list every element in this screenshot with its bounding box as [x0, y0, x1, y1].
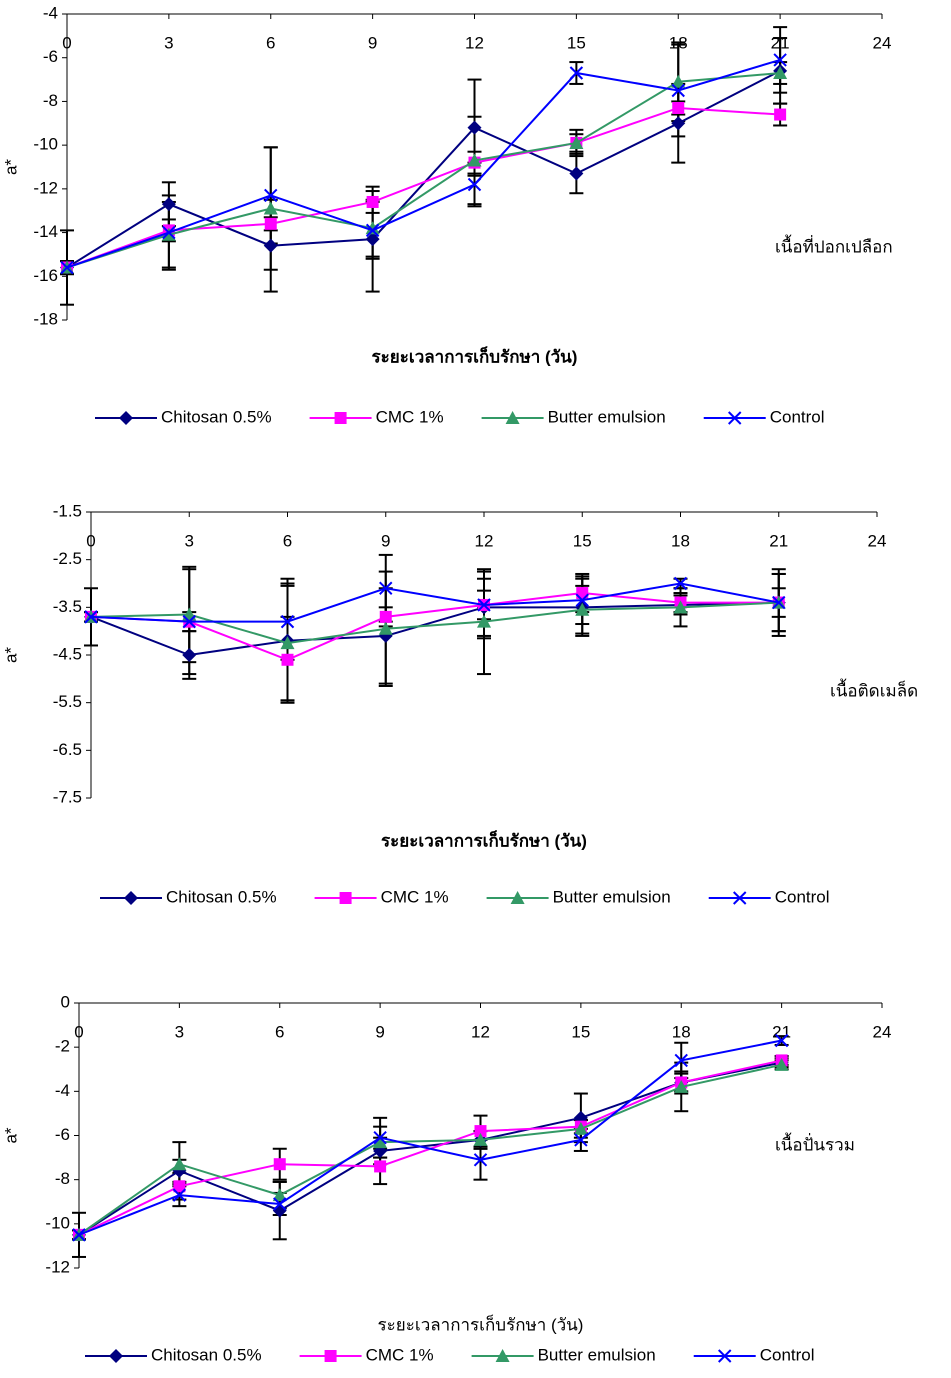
y-axis-label: a* — [1, 647, 20, 663]
legend-label: Chitosan 0.5% — [166, 887, 277, 906]
y-tick-label: -5.5 — [53, 692, 82, 711]
y-tick-label: -2.5 — [53, 549, 82, 568]
x-axis-label: ระยะเวลาการเก็บรักษา (วัน) — [378, 1313, 584, 1334]
data-point — [569, 167, 583, 181]
y-tick-label: -3.5 — [53, 597, 82, 616]
data-point — [282, 654, 294, 666]
y-tick-label: -16 — [33, 266, 58, 285]
data-point — [671, 116, 685, 130]
x-tick-label: 18 — [672, 1022, 691, 1041]
y-tick-label: -6 — [55, 1125, 70, 1144]
annotation: เนื้อติดเมล็ด — [830, 678, 918, 700]
legend-marker — [109, 1349, 123, 1363]
y-tick-label: -10 — [33, 135, 58, 154]
x-tick-label: 6 — [283, 531, 292, 550]
y-tick-label: -6.5 — [53, 740, 82, 759]
page: -18-16-14-12-10-8-6-403691215182124a*ระย… — [0, 0, 951, 1378]
x-tick-label: 3 — [175, 1022, 184, 1041]
legend-label: Chitosan 0.5% — [161, 407, 272, 426]
x-tick-label: 9 — [381, 531, 390, 550]
legend-label: Butter emulsion — [553, 887, 671, 906]
legend-marker — [340, 892, 352, 904]
y-tick-label: -4 — [43, 3, 58, 22]
x-tick-label: 9 — [375, 1022, 384, 1041]
legend-label: Butter emulsion — [538, 1345, 656, 1364]
data-point — [374, 1160, 386, 1172]
legend-label: Control — [775, 887, 830, 906]
x-tick-label: 3 — [164, 33, 173, 52]
data-point — [774, 109, 786, 121]
y-tick-label: -14 — [33, 222, 58, 241]
x-tick-label: 15 — [567, 33, 586, 52]
data-point — [264, 202, 278, 215]
x-tick-label: 15 — [571, 1022, 590, 1041]
y-tick-label: -10 — [45, 1213, 70, 1232]
y-tick-label: -4 — [55, 1081, 70, 1100]
y-tick-label: -2 — [55, 1037, 70, 1056]
annotation: เนื้อปั่นรวม — [775, 1132, 855, 1154]
y-tick-label: -18 — [33, 309, 58, 328]
data-point — [265, 218, 277, 230]
legend-marker — [119, 411, 133, 425]
x-axis-label: ระยะเวลาการเก็บรักษา (วัน) — [372, 344, 578, 366]
y-tick-label: -12 — [33, 178, 58, 197]
x-tick-label: 24 — [868, 531, 887, 550]
y-tick-label: -1.5 — [53, 501, 82, 520]
x-tick-label: 6 — [266, 33, 275, 52]
x-tick-label: 0 — [74, 1022, 83, 1041]
data-point — [274, 1158, 286, 1170]
x-tick-label: 24 — [873, 33, 892, 52]
legend-label: Chitosan 0.5% — [151, 1345, 262, 1364]
legend-marker — [335, 412, 347, 424]
y-axis-label: a* — [1, 159, 20, 175]
legend-label: Control — [760, 1345, 815, 1364]
data-point — [672, 102, 684, 114]
y-tick-label: -7.5 — [53, 787, 82, 806]
legend-label: Butter emulsion — [548, 407, 666, 426]
y-tick-label: -12 — [45, 1257, 70, 1276]
annotation: เนื้อที่ปอกเปลือก — [775, 234, 893, 256]
data-point — [162, 197, 176, 211]
series-line — [67, 108, 780, 268]
x-tick-label: 9 — [368, 33, 377, 52]
legend-label: Control — [770, 407, 825, 426]
y-tick-label: -8 — [55, 1169, 70, 1188]
data-point — [380, 611, 392, 623]
data-point — [367, 196, 379, 208]
legend-label: CMC 1% — [376, 407, 444, 426]
y-axis-label: a* — [1, 1127, 20, 1143]
x-tick-label: 0 — [86, 531, 95, 550]
legend-marker — [124, 891, 138, 905]
x-tick-label: 0 — [62, 33, 71, 52]
x-tick-label: 6 — [275, 1022, 284, 1041]
x-tick-label: 3 — [185, 531, 194, 550]
x-tick-label: 21 — [769, 531, 788, 550]
legend-label: CMC 1% — [381, 887, 449, 906]
x-tick-label: 15 — [573, 531, 592, 550]
legend-marker — [325, 1350, 337, 1362]
x-tick-label: 12 — [475, 531, 494, 550]
x-tick-label: 24 — [873, 1022, 892, 1041]
x-tick-label: 18 — [671, 531, 690, 550]
data-point — [182, 648, 196, 662]
y-tick-label: 0 — [61, 992, 70, 1011]
data-point — [264, 239, 278, 253]
y-tick-label: -8 — [43, 91, 58, 110]
x-tick-label: 12 — [465, 33, 484, 52]
x-tick-label: 12 — [471, 1022, 490, 1041]
x-axis-label: ระยะเวลาการเก็บรักษา (วัน) — [381, 828, 587, 850]
y-tick-label: -4.5 — [53, 644, 82, 663]
legend-label: CMC 1% — [366, 1345, 434, 1364]
y-tick-label: -6 — [43, 47, 58, 66]
